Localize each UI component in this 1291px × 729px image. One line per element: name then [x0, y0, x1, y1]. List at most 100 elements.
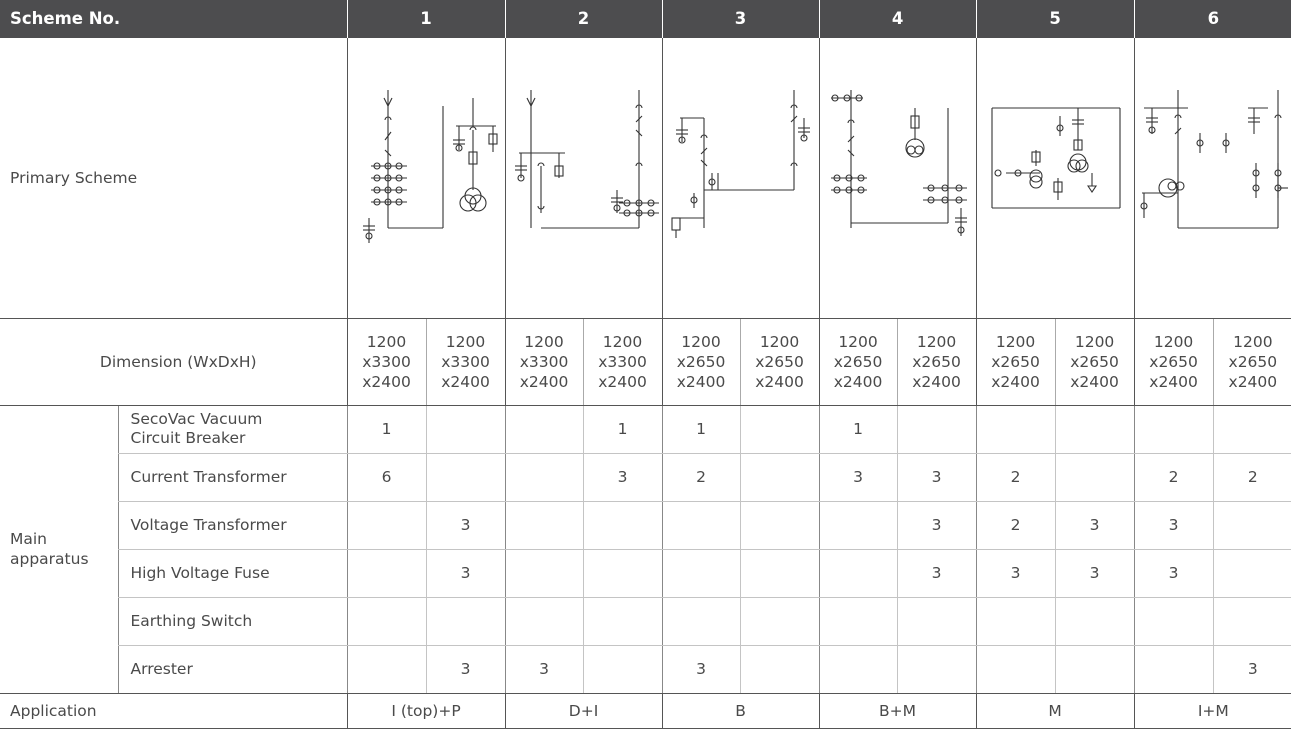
- apparatus-cell: [346, 501, 426, 550]
- dimension-cell: 1200 x2650 x2400: [661, 318, 741, 406]
- primary-scheme-label: Primary Scheme: [0, 38, 347, 319]
- dimension-cell: 1200 x2650 x2400: [975, 318, 1056, 406]
- application-cell: M: [975, 693, 1135, 729]
- header-scheme-1: 1: [346, 0, 506, 38]
- apparatus-cell: 1: [818, 405, 898, 454]
- apparatus-cell: 1: [582, 405, 663, 454]
- apparatus-cell: [818, 597, 898, 646]
- apparatus-cell: [1212, 597, 1291, 646]
- apparatus-cell: [504, 501, 584, 550]
- apparatus-cell: [1133, 645, 1214, 694]
- single-line-diagram-2: [514, 89, 659, 229]
- apparatus-cell: [975, 645, 1056, 694]
- dimension-cell: 1200 x3300 x2400: [346, 318, 426, 406]
- application-cell: I+M: [1133, 693, 1291, 729]
- apparatus-row: Voltage Transformer 3 3 2 3 3: [0, 501, 1291, 550]
- scheme-3-diagram: [661, 38, 820, 319]
- apparatus-cell: 3: [1212, 645, 1291, 694]
- apparatus-cell: [739, 405, 820, 454]
- apparatus-name: Arrester: [117, 645, 347, 694]
- apparatus-cell: [346, 597, 426, 646]
- apparatus-cell: [661, 501, 741, 550]
- apparatus-cell: 3: [1054, 549, 1135, 598]
- apparatus-cell: [975, 405, 1056, 454]
- apparatus-row: Main apparatus SecoVac Vacuum Circuit Br…: [0, 405, 1291, 694]
- apparatus-cell: [818, 501, 898, 550]
- apparatus-cell: 3: [896, 501, 977, 550]
- application-cell: B+M: [818, 693, 977, 729]
- apparatus-cell: [818, 645, 898, 694]
- apparatus-row: High Voltage Fuse 3 3 3 3 3: [0, 549, 1291, 598]
- application-cell: B: [661, 693, 820, 729]
- apparatus-cell: [1212, 549, 1291, 598]
- apparatus-cell: [661, 597, 741, 646]
- apparatus-cell: 3: [896, 549, 977, 598]
- apparatus-cell: [975, 597, 1056, 646]
- apparatus-cell: 3: [975, 549, 1056, 598]
- single-line-diagram-4: [830, 89, 967, 236]
- primary-scheme-row: Primary Scheme: [0, 38, 1291, 319]
- application-row: Application I (top)+P D+I B B+M M I+M: [0, 693, 1291, 729]
- apparatus-cell: 3: [818, 453, 898, 502]
- apparatus-cell: [346, 549, 426, 598]
- dimension-cell: 1200 x2650 x2400: [1133, 318, 1214, 406]
- apparatus-cell: [739, 597, 820, 646]
- apparatus-name: Voltage Transformer: [117, 501, 347, 550]
- apparatus-cell: [582, 549, 663, 598]
- header-scheme-2: 2: [504, 0, 663, 38]
- header-scheme-4: 4: [818, 0, 977, 38]
- scheme-1-diagram: [346, 38, 506, 319]
- apparatus-cell: 1: [661, 405, 741, 454]
- dimension-label: Dimension (WxDxH): [0, 318, 347, 406]
- apparatus-cell: 3: [896, 453, 977, 502]
- apparatus-cell: [739, 549, 820, 598]
- dimension-cell: 1200 x3300 x2400: [504, 318, 584, 406]
- apparatus-cell: 2: [661, 453, 741, 502]
- apparatus-cell: 2: [975, 501, 1056, 550]
- apparatus-name: High Voltage Fuse: [117, 549, 347, 598]
- apparatus-cell: [1133, 597, 1214, 646]
- dimension-cell: 1200 x3300 x2400: [425, 318, 506, 406]
- apparatus-cell: 3: [661, 645, 741, 694]
- apparatus-cell: [425, 405, 506, 454]
- apparatus-cell: 2: [975, 453, 1056, 502]
- apparatus-cell: [739, 453, 820, 502]
- apparatus-cell: [425, 597, 506, 646]
- header-scheme-5: 5: [975, 0, 1135, 38]
- apparatus-cell: [818, 549, 898, 598]
- apparatus-cell: [739, 645, 820, 694]
- single-line-diagram-3: [670, 89, 810, 238]
- apparatus-cell: [1054, 405, 1135, 454]
- dimension-cell: 1200 x2650 x2400: [896, 318, 977, 406]
- apparatus-cell: [582, 597, 663, 646]
- apparatus-cell: 3: [425, 645, 506, 694]
- apparatus-row: Arrester 3 3 3 3: [0, 645, 1291, 694]
- apparatus-name: SecoVac Vacuum Circuit Breaker: [117, 405, 347, 454]
- header-row: Scheme No. 1 2 3 4 5 6: [0, 0, 1291, 38]
- apparatus-cell: [1054, 453, 1135, 502]
- apparatus-cell: [896, 405, 977, 454]
- application-cell: I (top)+P: [346, 693, 506, 729]
- single-line-diagram-5: [991, 107, 1121, 209]
- main-apparatus-label: Main apparatus: [0, 405, 118, 694]
- apparatus-cell: 3: [425, 549, 506, 598]
- dimension-cell: 1200 x2650 x2400: [1054, 318, 1135, 406]
- apparatus-cell: [896, 597, 977, 646]
- apparatus-cell: [896, 645, 977, 694]
- single-line-diagram-1: [363, 89, 498, 243]
- apparatus-cell: 2: [1133, 453, 1214, 502]
- dimension-cell: 1200 x3300 x2400: [582, 318, 663, 406]
- scheme-4-diagram: [818, 38, 977, 319]
- apparatus-cell: [1054, 597, 1135, 646]
- header-scheme-6: 6: [1133, 0, 1291, 38]
- apparatus-cell: [504, 405, 584, 454]
- apparatus-cell: [425, 453, 506, 502]
- apparatus-cell: 1: [346, 405, 426, 454]
- apparatus-cell: [1212, 501, 1291, 550]
- apparatus-cell: [1133, 405, 1214, 454]
- apparatus-cell: [346, 645, 426, 694]
- apparatus-cell: 3: [1133, 549, 1214, 598]
- header-scheme-3: 3: [661, 0, 820, 38]
- apparatus-cell: 3: [425, 501, 506, 550]
